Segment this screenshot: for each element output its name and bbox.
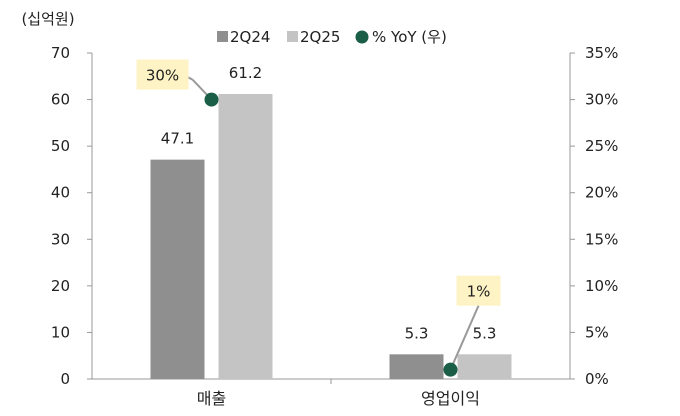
bars bbox=[150, 93, 512, 380]
bar-data-label: 47.1 bbox=[161, 130, 194, 148]
legend: 2Q24 2Q25 % YoY (우) bbox=[217, 28, 447, 46]
y-tick-label: 70 bbox=[51, 44, 70, 62]
legend-label: % YoY (우) bbox=[372, 28, 447, 46]
y2-tick-label: 20% bbox=[585, 184, 618, 202]
x-category-label: 매출 bbox=[197, 389, 226, 408]
y-axis-unit: (십억원) bbox=[21, 10, 74, 28]
callout-box bbox=[456, 275, 501, 306]
y-tick-label: 40 bbox=[51, 184, 70, 202]
legend-swatch bbox=[355, 30, 369, 44]
yoy-markers: 30% 1% bbox=[136, 59, 501, 377]
legend-label: 2Q24 bbox=[230, 28, 270, 46]
yoy-value-label: 30% bbox=[146, 67, 179, 85]
data-labels: 47.1 61.2 5.3 5.3 bbox=[161, 64, 497, 342]
y-tick-label: 0 bbox=[60, 370, 70, 388]
y2-tick-label: 0% bbox=[585, 370, 609, 388]
bar bbox=[150, 159, 205, 379]
bar-data-label: 61.2 bbox=[229, 64, 262, 82]
y2-tick-label: 35% bbox=[585, 44, 618, 62]
bar-data-label: 5.3 bbox=[405, 324, 429, 342]
bar bbox=[389, 354, 444, 379]
y-tick-label: 20 bbox=[51, 277, 70, 295]
yoy-marker bbox=[204, 92, 219, 107]
legend-swatch bbox=[217, 31, 228, 42]
axes: (십억원)0102030405060700%5%10%15%20%25%30%3… bbox=[21, 10, 618, 408]
legend-label: 2Q25 bbox=[300, 28, 340, 46]
y-tick-label: 10 bbox=[51, 323, 70, 341]
y2-tick-label: 15% bbox=[585, 230, 618, 248]
y2-tick-label: 30% bbox=[585, 91, 618, 109]
yoy-marker bbox=[443, 362, 458, 377]
bar-data-label: 5.3 bbox=[473, 324, 497, 342]
y-tick-label: 50 bbox=[51, 137, 70, 155]
x-category-label: 영업이익 bbox=[421, 389, 480, 408]
callout-box bbox=[136, 59, 189, 90]
y2-tick-label: 5% bbox=[585, 323, 609, 341]
callout-leader bbox=[449, 305, 480, 371]
y2-tick-label: 10% bbox=[585, 277, 618, 295]
y2-tick-label: 25% bbox=[585, 137, 618, 155]
y-tick-label: 60 bbox=[51, 91, 70, 109]
yoy-value-label: 1% bbox=[467, 283, 491, 301]
bar bbox=[218, 93, 273, 380]
legend-swatch bbox=[287, 31, 298, 42]
y-tick-label: 30 bbox=[51, 230, 70, 248]
bar bbox=[457, 354, 512, 379]
